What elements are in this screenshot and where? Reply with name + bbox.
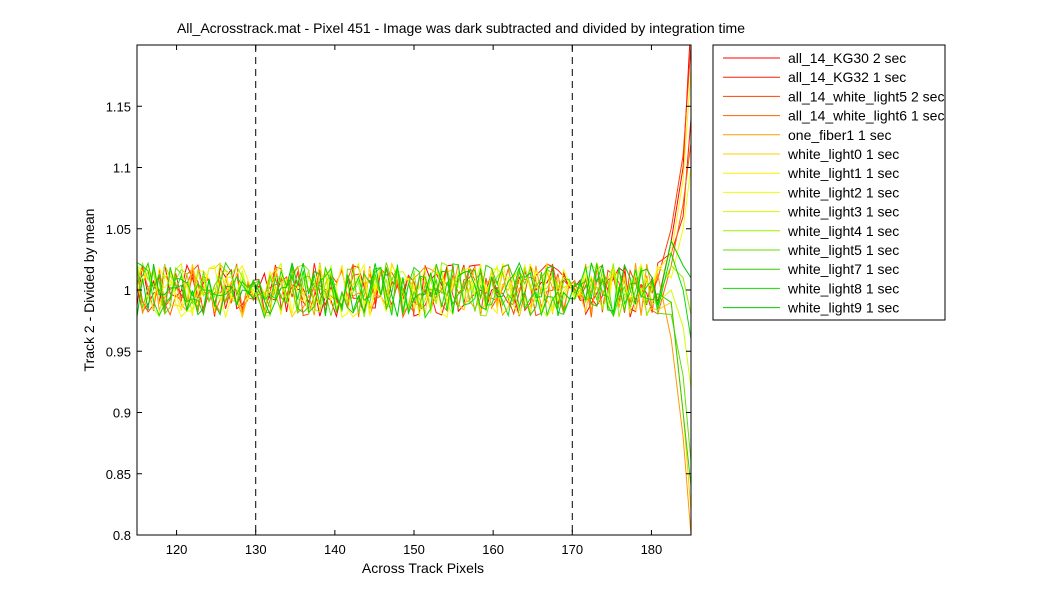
legend: all_14_KG30 2 sec all_14_KG32 1 sec all_14… — [712, 44, 946, 321]
legend-label: white_light2 1 sec — [787, 184, 899, 200]
legend-label: all_14_KG30 2 sec — [788, 50, 906, 66]
series-line — [137, 262, 691, 389]
legend-label: all_14_white_light5 2 sec — [788, 88, 944, 104]
legend-label: white_light8 1 sec — [787, 280, 899, 296]
y-axis: 0.8 0.85 0.9 0.95 1 1.05 1.1 1.15 — [106, 99, 691, 543]
x-axis-label: Across Track Pixels — [362, 560, 484, 576]
y-tick-label: 0.95 — [106, 344, 131, 359]
y-tick-label: 1.05 — [106, 222, 131, 237]
legend-label: white_light0 1 sec — [787, 146, 899, 162]
chart-title: All_Acrosstrack.mat - Pixel 451 - Image … — [177, 20, 745, 36]
legend-label: white_light3 1 sec — [787, 204, 899, 220]
y-axis-label: Track 2 - Divided by mean — [81, 209, 97, 372]
series-line — [137, 167, 691, 319]
x-tick-label: 160 — [482, 542, 504, 557]
legend-label: all_14_KG32 1 sec — [788, 69, 906, 85]
legend-label: one_fiber1 1 sec — [788, 127, 892, 143]
y-tick-label: 0.8 — [113, 528, 131, 543]
y-tick-label: 1.15 — [106, 99, 131, 114]
series-line — [137, 239, 691, 317]
legend-label: white_light4 1 sec — [787, 223, 899, 239]
x-tick-label: 170 — [561, 542, 583, 557]
series-line — [137, 261, 691, 511]
legend-box — [712, 44, 946, 321]
y-tick-label: 1.1 — [113, 161, 131, 176]
y-tick-label: 1 — [124, 283, 131, 298]
x-tick-label: 150 — [403, 542, 425, 557]
legend-label: all_14_white_light6 1 sec — [788, 108, 944, 124]
x-tick-label: 130 — [245, 542, 267, 557]
legend-label: white_light1 1 sec — [787, 165, 899, 181]
x-tick-label: 180 — [641, 542, 663, 557]
legend-label: white_light5 1 sec — [787, 242, 899, 258]
y-tick-label: 0.9 — [113, 406, 131, 421]
legend-label: white_light7 1 sec — [787, 261, 899, 277]
x-axis: 120 130 140 150 160 170 180 — [166, 45, 663, 557]
y-tick-label: 0.85 — [106, 467, 131, 482]
reference-lines — [255, 45, 573, 535]
x-tick-label: 140 — [324, 542, 346, 557]
legend-label: white_light9 1 sec — [787, 300, 899, 316]
series-layer — [137, 45, 691, 535]
x-tick-label: 120 — [166, 542, 188, 557]
